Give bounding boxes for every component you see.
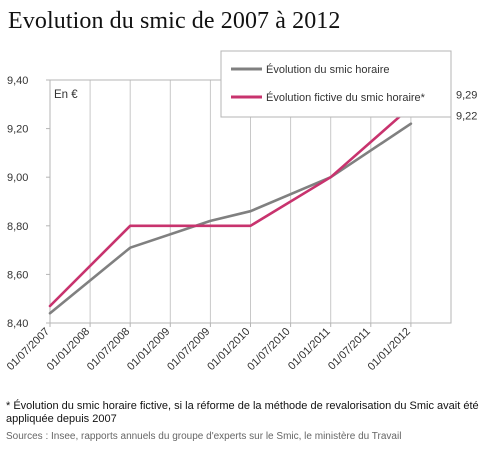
end-labels: 9,22 9,29: [456, 90, 477, 123]
legend: Évolution du smic horaire Évolution fict…: [220, 50, 452, 118]
series: [48, 105, 413, 315]
series-line-0: [48, 122, 413, 315]
x-tick-label: 01/07/2010: [245, 326, 292, 373]
data-label-end: 9,22: [456, 111, 477, 123]
unit-label: En €: [54, 89, 78, 101]
legend-label-smic: Évolution du smic horaire: [266, 63, 390, 76]
x-tick-label: 01/01/2012: [366, 326, 413, 373]
y-tick-label: 9,40: [7, 75, 28, 87]
y-tick-label: 8,80: [7, 221, 28, 233]
series-line-1: [48, 105, 413, 308]
y-tick-label: 8,40: [7, 318, 28, 330]
line-chart: 8,40 8,60 8,80 9,00 9,20 9,40 01/07/200701/01…: [5, 50, 477, 373]
footnote: * Évolution du smic horaire fictive, si …: [6, 400, 479, 425]
y-tick-label: 9,20: [7, 124, 28, 136]
chart-title: Evolution du smic de 2007 à 2012: [8, 8, 341, 34]
x-axis: 01/07/200701/01/200801/07/200801/01/2009…: [5, 323, 413, 373]
y-axis: 8,40 8,60 8,80 9,00 9,20 9,40: [7, 75, 50, 330]
legend-box: [220, 50, 452, 118]
y-tick-label: 8,60: [7, 269, 28, 281]
source-note: Sources : Insee, rapports annuels du gro…: [6, 431, 402, 442]
data-label-end: 9,29: [456, 90, 477, 102]
y-tick-label: 9,00: [7, 172, 28, 184]
x-tick-label: 01/01/2011: [286, 326, 333, 373]
legend-label-fictive: Évolution fictive du smic horaire*: [266, 91, 426, 104]
